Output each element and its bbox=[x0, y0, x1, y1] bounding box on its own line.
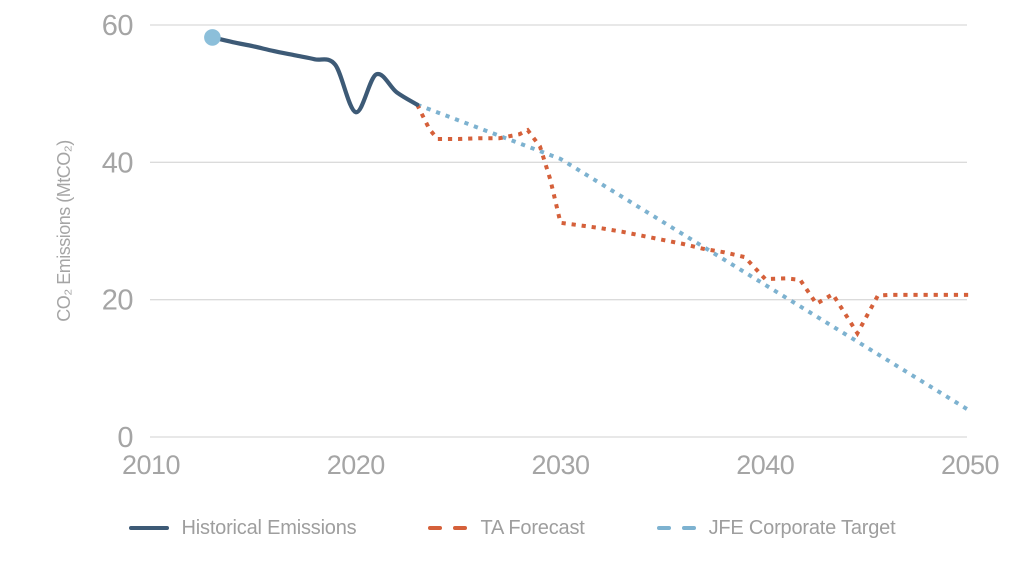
y-tick-label-60: 60 bbox=[102, 10, 133, 42]
series-line-jfe-corporate-target bbox=[416, 102, 972, 413]
legend-item-historical-emissions: Historical Emissions bbox=[128, 516, 357, 540]
series-start-marker-historical-emissions bbox=[204, 29, 221, 46]
series-line-ta-forecast bbox=[415, 103, 970, 338]
legend-label-jfe-corporate-target: JFE Corporate Target bbox=[708, 516, 896, 539]
ta-forecast-line-swatch bbox=[428, 526, 468, 530]
chart-legend: Historical Emissions TA Forecast JFE Cor… bbox=[0, 500, 1024, 556]
historical-emissions-line-swatch bbox=[128, 526, 169, 530]
jfe-corporate-target-line-swatch bbox=[656, 526, 696, 530]
series-line-historical-emissions bbox=[210, 35, 420, 115]
x-tick-label-2030: 2030 bbox=[531, 450, 589, 480]
legend-item-ta-forecast: TA Forecast bbox=[428, 516, 585, 540]
y-tick-label-0: 0 bbox=[117, 422, 133, 454]
x-tick-label-2020: 2020 bbox=[327, 450, 385, 480]
y-tick-label-20: 20 bbox=[102, 285, 133, 317]
y-tick-label-40: 40 bbox=[102, 147, 133, 179]
x-tick-label-2040: 2040 bbox=[736, 450, 794, 480]
legend-label-ta-forecast: TA Forecast bbox=[480, 516, 585, 539]
x-tick-label-2050: 2050 bbox=[941, 450, 999, 480]
x-tick-label-2010: 2010 bbox=[122, 450, 180, 480]
legend-label-historical-emissions: Historical Emissions bbox=[181, 516, 357, 539]
y-axis-title: CO₂ Emissions (MtCO₂) bbox=[54, 140, 74, 321]
legend-item-jfe-corporate-target: JFE Corporate Target bbox=[656, 516, 896, 540]
